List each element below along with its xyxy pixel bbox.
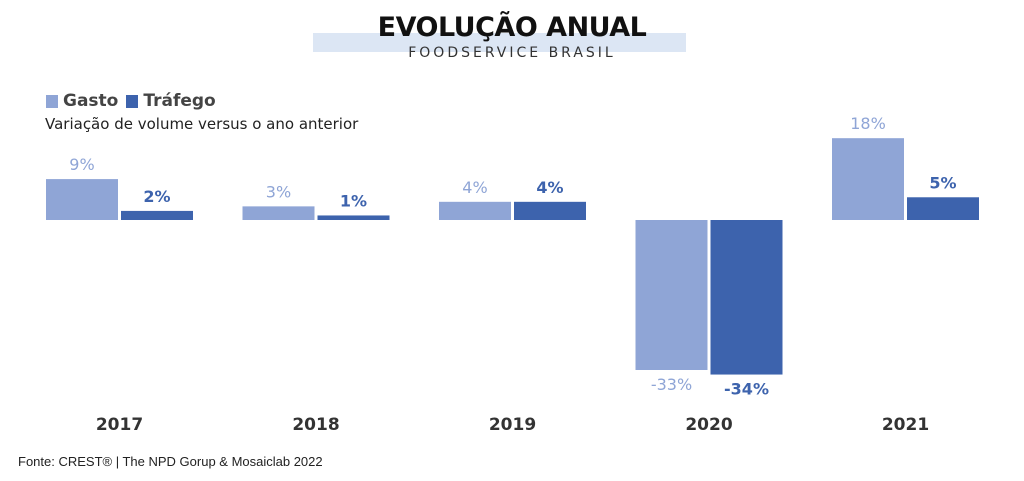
chart-title: EVOLUÇÃO ANUAL xyxy=(377,12,647,43)
data-label-gasto-2017: 9% xyxy=(69,155,94,174)
data-label-gasto-2018: 3% xyxy=(266,182,291,201)
bar-trafego-2021 xyxy=(907,197,979,220)
data-label-trafego-2019: 4% xyxy=(536,178,563,197)
legend-item-gasto: Gasto xyxy=(46,91,118,111)
bar-trafego-2020 xyxy=(710,220,783,375)
x-tick-label-2020: 2020 xyxy=(685,415,732,435)
data-label-trafego-2020: -34% xyxy=(724,380,769,399)
legend-item-trafego: Tráfego xyxy=(126,91,216,111)
legend-label-gasto: Gasto xyxy=(63,91,119,111)
bar-gasto-2017 xyxy=(46,179,118,220)
legend: Gasto Tráfego xyxy=(46,91,224,111)
bar-gasto-2020 xyxy=(635,220,708,370)
data-label-gasto-2019: 4% xyxy=(462,178,487,197)
source-note: Fonte: CREST® | The NPD Gorup & Mosaicla… xyxy=(18,454,323,469)
chart-subtitle: FOODSERVICE BRASIL xyxy=(408,45,616,61)
legend-swatch-trafego xyxy=(126,94,139,108)
data-label-gasto-2020: -33% xyxy=(651,375,692,394)
bar-gasto-2021 xyxy=(832,138,904,220)
data-label-trafego-2021: 5% xyxy=(929,173,956,192)
chart-caption: Variação de volume versus o ano anterior xyxy=(45,115,359,133)
data-label-trafego-2018: 1% xyxy=(340,191,367,210)
x-tick-label-2018: 2018 xyxy=(292,415,339,435)
x-tick-label-2019: 2019 xyxy=(489,415,536,435)
x-tick-label-2017: 2017 xyxy=(96,415,143,435)
x-tick-label-2021: 2021 xyxy=(882,415,929,435)
bar-trafego-2018 xyxy=(317,215,390,220)
bar-gasto-2019 xyxy=(439,201,511,220)
data-label-gasto-2021: 18% xyxy=(850,114,886,133)
legend-label-trafego: Tráfego xyxy=(143,91,216,111)
data-label-trafego-2017: 2% xyxy=(143,187,170,206)
title-highlight-band xyxy=(313,33,686,52)
bar-gasto-2018 xyxy=(242,206,315,220)
legend-swatch-gasto xyxy=(46,94,58,108)
bar-trafego-2019 xyxy=(514,201,586,220)
bar-trafego-2017 xyxy=(121,210,193,220)
